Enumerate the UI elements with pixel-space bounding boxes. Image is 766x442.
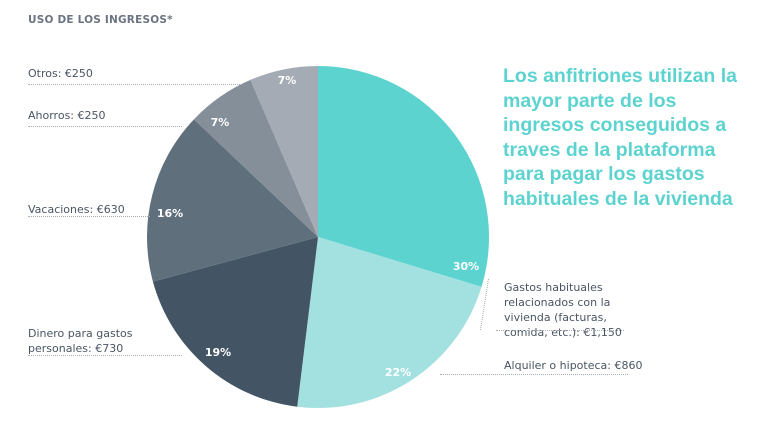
label-otros: Otros: €250 — [28, 67, 93, 80]
label-vacaciones: Vacaciones: €630 — [28, 203, 125, 216]
pie-slice — [250, 66, 318, 237]
slice-percent-label: 7% — [278, 74, 297, 87]
leader-line-dinero — [28, 355, 182, 356]
pie-slice — [147, 119, 318, 282]
label-alquiler: Alquiler o hipoteca: €860 — [504, 359, 643, 372]
headline: Los anfitriones utilizan la mayor parte … — [503, 65, 738, 210]
slice-percent-label: 30% — [453, 260, 479, 273]
leader-line-otros — [28, 84, 240, 85]
slice-percent-label: 22% — [385, 366, 411, 379]
chart-title: USO DE LOS INGRESOS* — [28, 14, 173, 26]
label-gastos: Gastos habituales relacionados con la vi… — [504, 281, 622, 339]
pie-slice — [318, 66, 489, 287]
slice-percent-label: 7% — [211, 116, 230, 129]
pie-slice — [152, 237, 318, 407]
pie-slice — [297, 237, 482, 408]
leader-line-alquiler — [440, 374, 628, 375]
leader-line-ahorros — [28, 126, 182, 127]
leader-line-vacaciones — [28, 216, 150, 217]
slice-percent-label: 19% — [205, 346, 231, 359]
leader-line-gastos — [496, 330, 624, 331]
label-dinero: Dinero para gastos personales: €730 — [28, 327, 133, 355]
label-ahorros: Ahorros: €250 — [28, 109, 106, 122]
pie-slice — [193, 79, 318, 237]
slice-percent-label: 16% — [157, 207, 183, 220]
